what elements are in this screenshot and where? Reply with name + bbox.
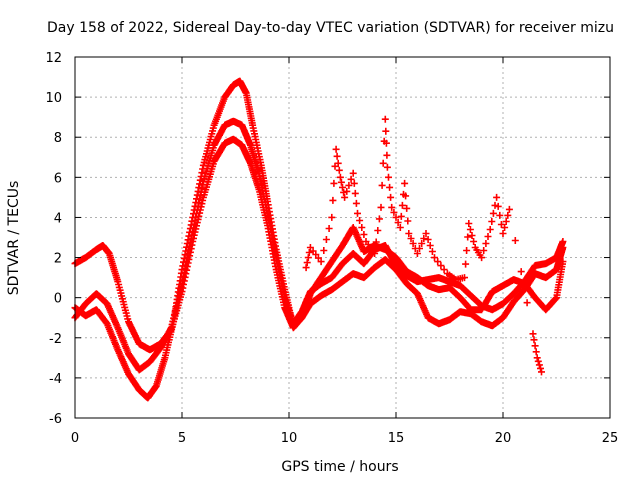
y-axis-label: SDTVAR / TECUs [6, 181, 22, 296]
series-spikes [302, 115, 545, 376]
y-tick-label: -6 [49, 412, 62, 427]
y-tick-label: -2 [49, 332, 62, 347]
y-tick-label: 4 [54, 211, 62, 226]
x-tick-label: 5 [178, 431, 186, 446]
y-tick-label: 0 [54, 292, 62, 307]
plot-frame [74, 56, 611, 419]
series-markers [302, 115, 545, 376]
x-tick-label: 20 [495, 431, 512, 446]
y-tick-label: 8 [54, 131, 62, 146]
chart-title: Day 158 of 2022, Sidereal Day-to-day VTE… [47, 20, 614, 36]
y-tick-label: -4 [49, 372, 62, 387]
x-tick-label: 10 [281, 431, 298, 446]
x-axis-label: GPS time / hours [281, 459, 398, 475]
y-tick-label: 12 [45, 51, 62, 66]
x-tick-label: 0 [71, 431, 79, 446]
x-tick-label: 25 [602, 431, 619, 446]
x-tick-label: 15 [388, 431, 405, 446]
y-tick-label: 10 [45, 91, 62, 106]
y-tick-label: 6 [54, 171, 62, 186]
axis-ticks: -6 -4 -2 0 2 4 6 8 10 12 0 5 10 15 20 25 [45, 51, 618, 446]
y-tick-label: 2 [54, 252, 62, 267]
